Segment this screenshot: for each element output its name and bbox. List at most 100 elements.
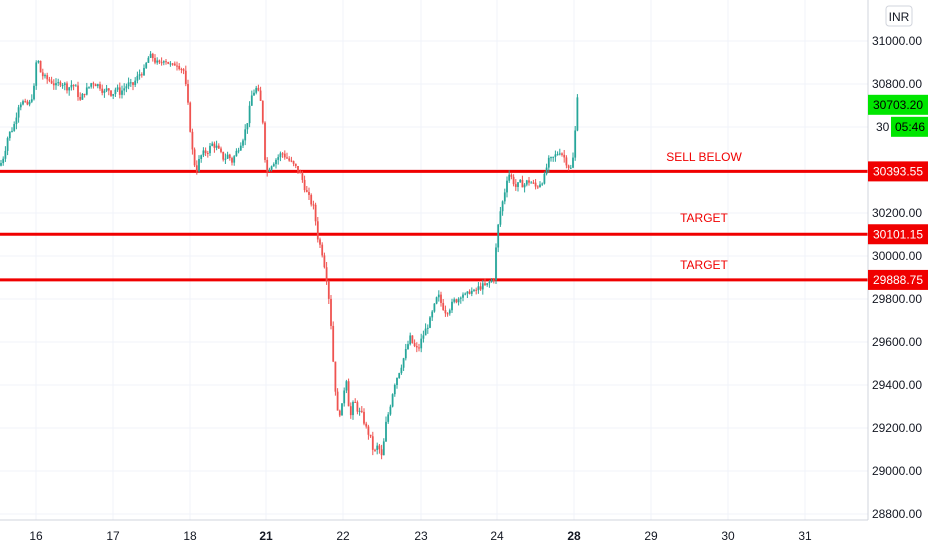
candle-body <box>24 101 27 103</box>
target-1-label: TARGET <box>680 211 728 225</box>
candle-body <box>464 293 467 295</box>
candle-body <box>147 57 150 63</box>
candle-body <box>336 391 339 411</box>
candle-body <box>259 90 262 101</box>
candle-body <box>154 58 156 63</box>
candles <box>0 51 579 460</box>
candle-body <box>453 299 456 302</box>
candle-body <box>356 402 359 412</box>
candle-body <box>143 67 145 76</box>
candle-body <box>371 436 374 450</box>
candle-body <box>261 100 264 123</box>
price-axis-bg <box>868 0 932 520</box>
candle-body <box>270 166 273 170</box>
candle-body <box>165 61 167 63</box>
candle-body <box>79 96 82 100</box>
candle-body <box>462 294 464 298</box>
price-tick-label: 29200.00 <box>872 421 922 435</box>
candle-body <box>316 221 319 240</box>
candle-body <box>88 86 90 88</box>
target-1-tag-text: 30101.15 <box>873 227 923 241</box>
candle-body <box>112 94 115 96</box>
candle-body <box>244 129 247 141</box>
last-price-marker: 30703.20 05:46 <box>868 94 928 137</box>
candle-body <box>55 83 57 86</box>
candle-body <box>503 192 506 202</box>
candle-body <box>554 154 557 157</box>
candle-body <box>94 84 97 87</box>
candle-body <box>391 394 394 407</box>
currency-label: INR <box>889 10 910 24</box>
candle-body <box>118 87 121 95</box>
candle-body <box>187 84 189 103</box>
candle-body <box>382 441 385 456</box>
candle-body <box>517 182 519 187</box>
candle-body <box>486 283 489 285</box>
candle-body <box>569 167 572 169</box>
candle-body <box>451 301 453 311</box>
candle-body <box>543 173 546 184</box>
candle-body <box>257 87 260 91</box>
candle-body <box>52 83 55 86</box>
candle-body <box>521 179 524 188</box>
candle-body <box>74 85 77 87</box>
candle-body <box>332 325 335 362</box>
price-tick-label: 28800.00 <box>872 507 922 521</box>
candle-body <box>429 317 431 328</box>
candle-body <box>477 286 480 291</box>
candle-body <box>37 60 40 63</box>
candle-body <box>563 154 566 158</box>
candle-body <box>277 157 280 160</box>
candle-body <box>528 180 530 183</box>
candle-body <box>107 88 110 91</box>
candle-body <box>286 157 288 159</box>
candle-body <box>127 82 130 87</box>
candle-body <box>239 145 242 151</box>
candle-body <box>576 97 579 131</box>
candle-body <box>349 406 352 416</box>
chart-grid <box>0 0 868 520</box>
candle-body <box>83 93 86 95</box>
candle-body <box>156 60 159 63</box>
candle-body <box>343 390 346 404</box>
candle-body <box>66 83 68 91</box>
candle-body <box>6 138 9 151</box>
time-axis-ticks: 16 17 18 21 22 23 24 28 29 30 31 <box>29 529 812 543</box>
candle-body <box>15 117 18 125</box>
candle-body <box>352 401 354 416</box>
target-2-tag <box>868 269 928 290</box>
candle-body <box>473 289 475 291</box>
candle-body <box>556 154 559 156</box>
candle-body <box>539 184 541 187</box>
candle-body <box>334 361 337 392</box>
candle-body <box>48 79 51 81</box>
candle-body <box>297 165 299 172</box>
candle-body <box>68 87 71 91</box>
last-price-value: 30703.20 <box>873 98 923 112</box>
candle-body <box>418 347 420 349</box>
candle-body <box>536 186 539 188</box>
candle-body <box>301 173 304 180</box>
candle-body <box>220 148 222 152</box>
time-tick-label: 22 <box>336 529 350 543</box>
level-labels: SELL BELOW TARGET TARGET <box>666 150 742 272</box>
candle-body <box>149 53 152 58</box>
candle-body <box>140 74 143 76</box>
currency-button[interactable]: INR <box>885 5 913 27</box>
candle-body <box>191 131 194 150</box>
price-axis-ticks: 31000.00 30800.00 30200.00 30000.00 29800.00… <box>872 34 922 521</box>
time-tick-label: 18 <box>183 529 197 543</box>
candle-body <box>222 151 225 160</box>
candle-body <box>242 140 244 146</box>
candle-body <box>171 63 174 65</box>
candle-body <box>288 158 291 161</box>
candle-body <box>81 93 84 100</box>
candle-body <box>294 163 297 166</box>
candle-body <box>228 154 231 159</box>
candle-body <box>499 211 502 225</box>
candle-body <box>479 286 482 290</box>
candle-body <box>310 194 313 205</box>
candle-body <box>415 346 418 348</box>
time-tick-label: 17 <box>106 529 120 543</box>
